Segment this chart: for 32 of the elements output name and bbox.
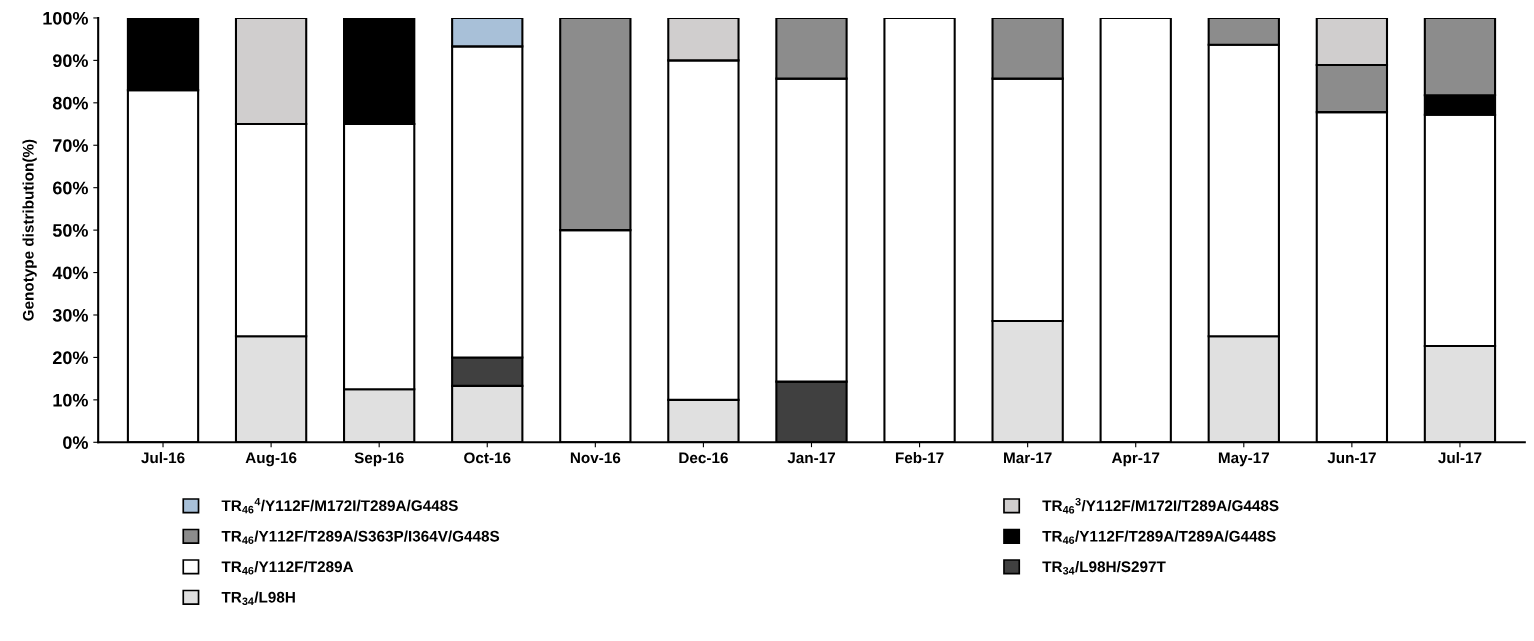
y-tick-label: 80% [52,96,88,110]
x-tick-label: Jan-17 [787,452,836,464]
legend-label: TR$_{34}$/L98H/S297T [1042,560,1166,575]
y-tick-label: 70% [53,139,88,152]
y-tick-label: 40% [52,266,88,280]
x-tick-label: Jul-16 [141,452,185,464]
x-tick-label: Dec-16 [679,452,728,464]
x-tick-label: Feb-17 [895,452,944,464]
y-tick-label: 0% [63,436,88,450]
y-tick-label: 50% [52,224,88,237]
x-tick-label: Apr-17 [1111,452,1160,467]
x-tick-label: Mar-17 [1004,452,1052,464]
legend-label: TR$_{46}$/Y112F/T289A/S363P/I364V/G448S [221,530,500,544]
x-tick-label: Aug-16 [245,452,297,467]
x-tick-label: Nov-16 [570,452,621,464]
x-tick-label: Jun-17 [1327,452,1376,464]
y-tick-label: 30% [52,308,88,322]
y-tick-label: 100% [43,11,88,25]
y-tick-label: 60% [52,181,88,195]
y-tick-label: 10% [53,393,88,407]
y-axis-title: Genotype distribution(%) [22,139,37,321]
legend-label: TR$_{46}$/Y112F/T289A [221,560,354,575]
x-tick-label: Oct-16 [464,452,511,464]
x-tick-label: Sep-16 [354,452,404,467]
legend-label: TR$_{46}$$^{4}$/Y112F/M172I/T289A/G448S [221,497,458,514]
legend-label: TR$_{46}$$^{3}$/Y112F/M172I/T289A/G448S [1042,497,1279,514]
x-tick-label: May-17 [1218,452,1270,467]
x-tick-label: Jul-17 [1438,452,1482,464]
y-tick-label: 20% [52,351,88,365]
legend-label: TR$_{46}$/Y112F/T289A/T289A/G448S [1042,530,1276,544]
y-tick-label: 90% [52,54,88,68]
legend-label: TR$_{34}$/L98H [221,591,295,606]
